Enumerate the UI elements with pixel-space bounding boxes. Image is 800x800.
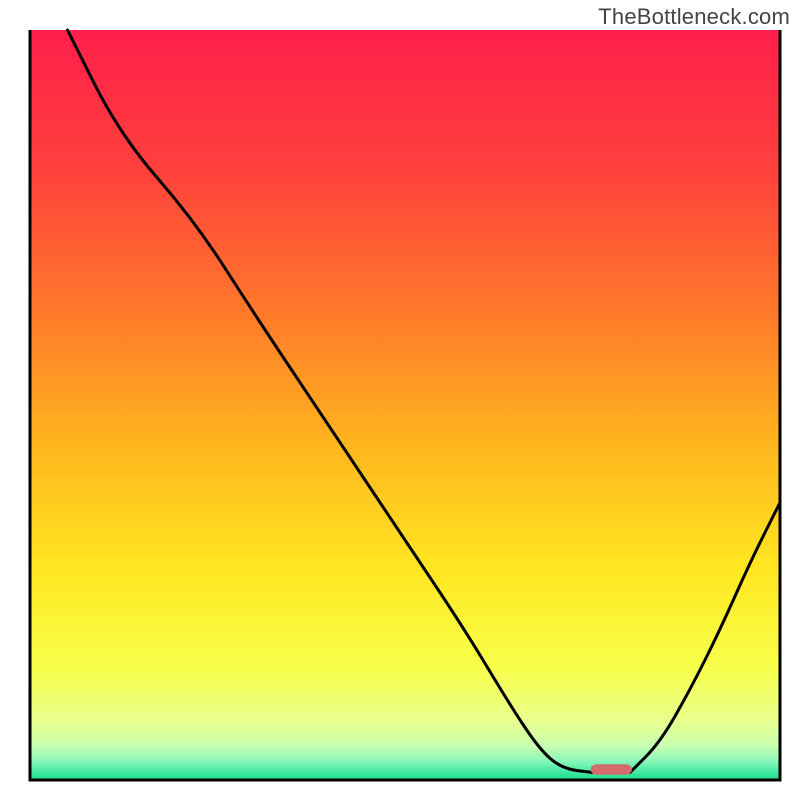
bottleneck-curve-chart bbox=[0, 0, 800, 800]
chart-container: TheBottleneck.com bbox=[0, 0, 800, 800]
watermark-text: TheBottleneck.com bbox=[598, 4, 790, 30]
plot-background bbox=[30, 30, 780, 780]
bottleneck-marker bbox=[591, 764, 632, 775]
